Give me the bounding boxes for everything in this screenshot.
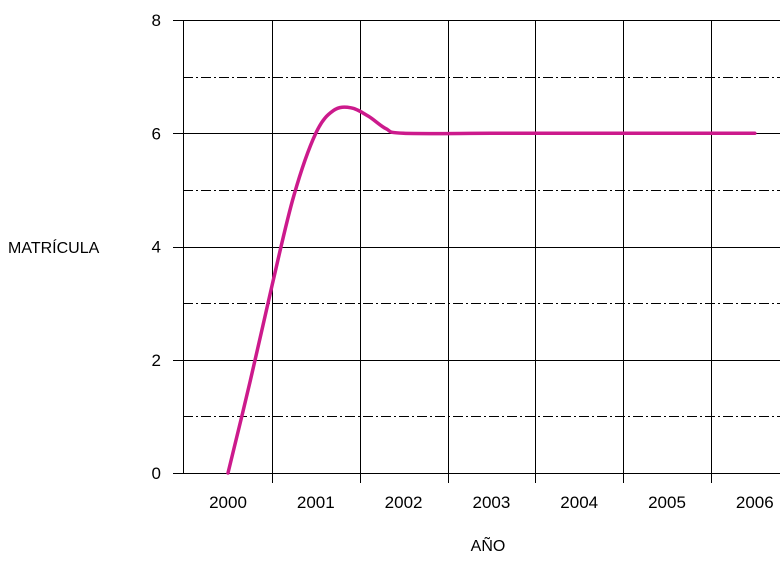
tick-labels: 0 2 4 6 8 2000 2001 2002 2003 2004 2005 2006 (152, 11, 774, 512)
y-axis-label: MATRÍCULA (8, 238, 100, 257)
series (226, 105, 757, 475)
axes (173, 20, 780, 483)
x-tick-label: 2001 (297, 493, 335, 512)
y-tick-label: 0 (152, 464, 161, 483)
grid (183, 20, 780, 473)
y-tick-label: 6 (152, 124, 161, 143)
x-tick-label: 2004 (560, 493, 598, 512)
y-tick-label: 4 (152, 238, 161, 257)
x-tick-label: 2005 (648, 493, 686, 512)
x-tick-label: 2002 (385, 493, 423, 512)
x-tick-label: 2006 (736, 493, 774, 512)
y-tick-label: 2 (152, 351, 161, 370)
y-tick-label: 8 (152, 11, 161, 30)
series-line (226, 105, 757, 475)
x-axis-label: AÑO (471, 535, 506, 555)
x-tick-label: 2003 (472, 493, 510, 512)
x-tick-label: 2000 (209, 493, 247, 512)
